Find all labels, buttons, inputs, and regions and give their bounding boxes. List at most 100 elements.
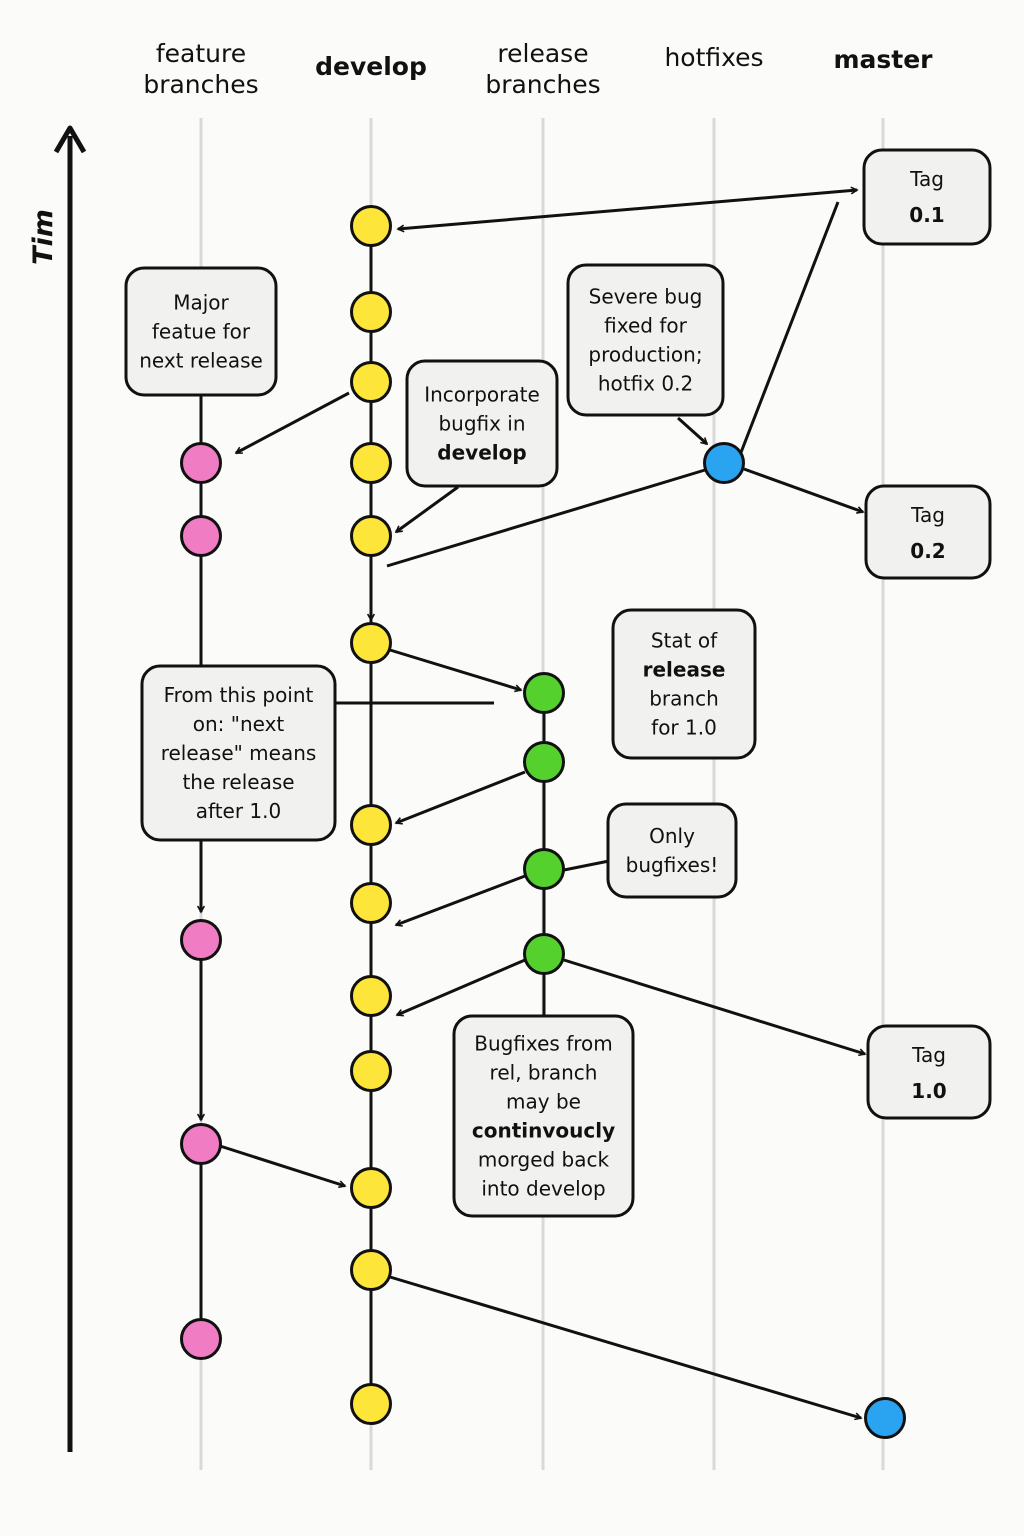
note-line: the release — [182, 770, 294, 794]
column-header-feature: feature branches — [143, 39, 258, 99]
note-text: after 1.0 — [196, 799, 281, 823]
incorporate-note-arrow — [396, 485, 459, 534]
header-line: develop — [315, 52, 427, 81]
note-text: Severe bug — [589, 285, 703, 309]
feature-commit — [180, 1318, 222, 1360]
note-text: fixed for — [604, 314, 687, 338]
develop-commit — [350, 1383, 392, 1425]
note-text: Major — [173, 291, 229, 315]
develop-commit — [350, 804, 392, 846]
header-line: master — [833, 45, 933, 74]
note-line: into develop — [481, 1177, 605, 1201]
develop-to-feature-arrow — [236, 391, 350, 455]
feature-to-develop-arrow — [219, 1144, 345, 1186]
note-line: release — [643, 658, 726, 682]
release-commit — [523, 848, 565, 890]
note-text: Only — [649, 824, 695, 848]
note-text: next release — [139, 349, 263, 373]
note-incorporate-bugfix: Incorporate bugfix in develop — [405, 359, 559, 488]
note-text: branch — [649, 687, 719, 711]
develop-commit — [350, 1167, 392, 1209]
note-text: may be — [506, 1090, 581, 1114]
develop-commit — [350, 1249, 392, 1291]
note-line: continvoucly — [472, 1119, 615, 1143]
tag-box-02: Tag 0.2 — [864, 484, 992, 580]
note-text: featue for — [152, 320, 251, 344]
header-line: branches — [143, 70, 258, 99]
note-line: for 1.0 — [651, 716, 717, 740]
note-text-bold: continvoucly — [472, 1119, 615, 1143]
severe-bug-note-arrow — [676, 416, 707, 446]
release-commit — [523, 741, 565, 783]
note-line: Bugfixes from — [474, 1032, 613, 1056]
note-line: develop — [437, 441, 526, 465]
feature-commit — [180, 919, 222, 961]
release-commit — [523, 672, 565, 714]
note-text-bold: develop — [437, 441, 526, 465]
note-text: Stat of — [651, 629, 718, 653]
header-line: release — [497, 39, 588, 68]
note-line: morged back — [478, 1148, 610, 1172]
develop-to-release-arrow — [389, 648, 521, 690]
note-line: Stat of — [651, 629, 718, 653]
tag-label: Tag — [911, 1043, 946, 1067]
time-axis-label: Tim — [28, 209, 59, 265]
note-text-bold: release — [643, 658, 726, 682]
column-header-release: release branches — [485, 39, 600, 99]
release-commit — [523, 933, 565, 975]
note-text: on: "next — [193, 712, 285, 736]
note-line: Only — [649, 824, 695, 848]
hotfix-commit — [703, 442, 745, 484]
note-bugfixes-merged: Bugfixes from rel, branch may be continvouc… — [452, 1014, 635, 1218]
note-major-feature: Major featue for next release — [124, 266, 278, 397]
release-to-develop-arrow-3 — [397, 958, 526, 1015]
tag-box-10: Tag 1.0 — [866, 1024, 992, 1120]
hotfix-to-tag01-line — [738, 201, 840, 456]
note-line: Severe bug — [589, 285, 703, 309]
note-line: Incorporate — [424, 383, 540, 407]
note-line: fixed for — [604, 314, 687, 338]
column-header-master: master — [833, 45, 933, 74]
note-line: release" means — [161, 741, 317, 765]
note-line: featue for — [152, 320, 251, 344]
note-text: the release — [182, 770, 294, 794]
note-line: production; — [588, 343, 702, 367]
note-start-release: Stat of release branch for 1.0 — [611, 608, 757, 760]
note-text: bugfixes! — [626, 853, 719, 877]
note-text: Bugfixes from — [474, 1032, 613, 1056]
tag-version: 0.2 — [910, 539, 945, 563]
tag-label: Tag — [909, 167, 944, 191]
note-line: Major — [173, 291, 229, 315]
note-only-bugfixes: Only bugfixes! — [606, 802, 738, 899]
feature-commit — [180, 1123, 222, 1165]
note-text: production; — [588, 343, 702, 367]
only-bugfixes-connector — [563, 859, 610, 872]
note-from-this-point: From this point on: "next release" means th… — [140, 664, 337, 842]
develop-commit — [350, 442, 392, 484]
note-line: next release — [139, 349, 263, 373]
note-text: rel, branch — [490, 1061, 598, 1085]
tag-version: 0.1 — [909, 203, 944, 227]
release-to-develop-arrow-2 — [396, 874, 526, 925]
tag01-link-arrow — [398, 190, 857, 229]
develop-commit — [350, 291, 392, 333]
note-text: Incorporate — [424, 383, 540, 407]
release-to-tag10-arrow — [563, 958, 865, 1054]
header-line: hotfixes — [664, 43, 763, 72]
note-text: into develop — [481, 1177, 605, 1201]
master-commit — [864, 1397, 906, 1439]
note-line: may be — [506, 1090, 581, 1114]
tag-label: Tag — [910, 503, 945, 527]
note-line: on: "next — [193, 712, 285, 736]
develop-commit — [350, 882, 392, 924]
note-line: bugfixes! — [626, 853, 719, 877]
note-severe-bug: Severe bug fixed for production; hotfix 0.2 — [566, 263, 725, 417]
note-line: branch — [649, 687, 719, 711]
note-text: morged back — [478, 1148, 610, 1172]
feature-commit — [180, 515, 222, 557]
develop-commit — [350, 975, 392, 1017]
hotfix-to-tag02-arrow — [743, 467, 863, 512]
develop-to-master-arrow — [389, 1275, 861, 1418]
hotfix-to-develop-line — [386, 468, 706, 568]
